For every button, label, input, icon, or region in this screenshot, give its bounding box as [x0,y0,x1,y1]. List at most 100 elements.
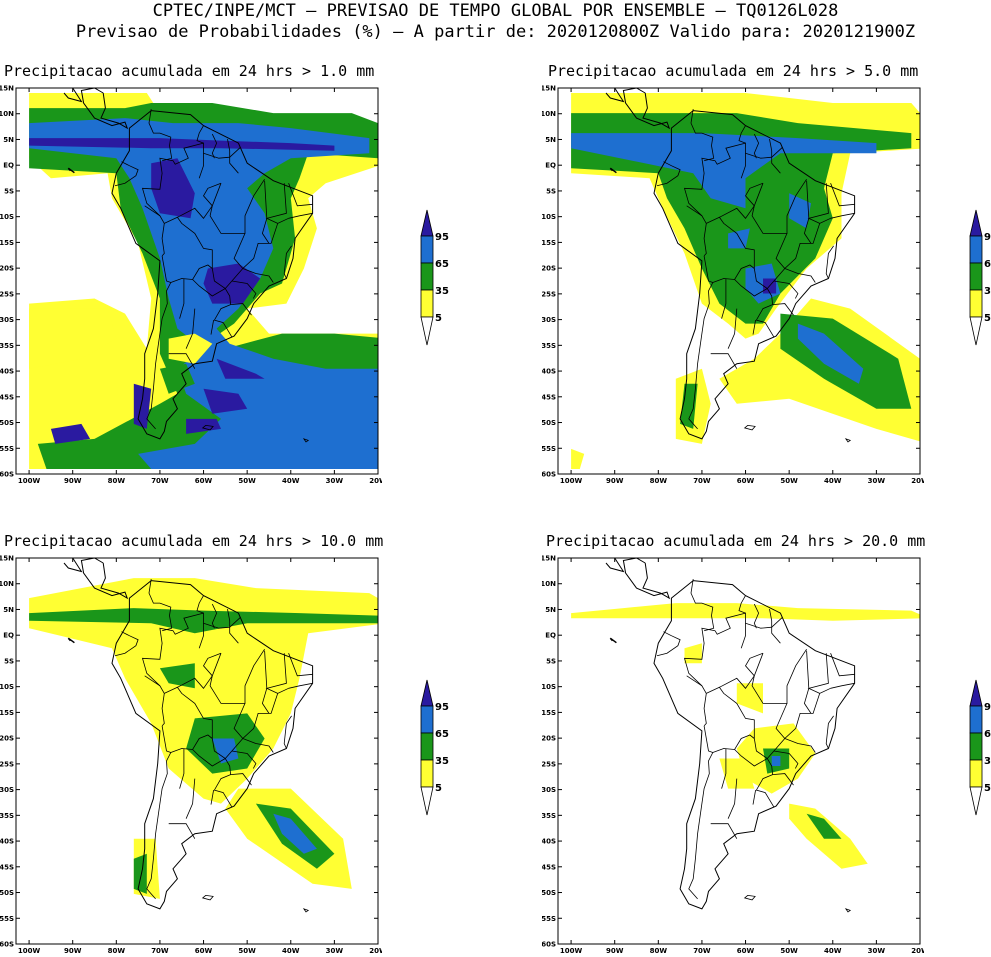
lat-label: EQ [545,162,556,170]
border-line [703,223,707,257]
lat-label: 5S [4,657,14,665]
border-line [227,609,231,628]
legend-swatch-5-35 [420,759,434,788]
lon-label: 70W [151,947,169,955]
border-line [209,648,265,704]
lon-label: 40W [824,477,842,485]
probability-area-p35_65 [806,813,842,839]
lat-label: 10S [0,683,14,691]
border-line [706,216,775,338]
border-line [690,579,715,632]
lat-label: 40S [0,838,14,846]
probability-area-p5_35 [29,578,378,804]
border-line [230,773,252,786]
legend-label: 5 [984,313,991,324]
lat-label: 20S [0,735,14,743]
probability-area-p65_95 [771,756,781,766]
border-line [185,778,196,819]
border-line [177,205,213,219]
island-outline [201,424,214,431]
border-line [683,612,783,694]
lat-label: 55S [0,445,14,453]
color-legend-4: 95 65 35 5 [969,679,991,816]
central-america-outline [80,88,129,130]
lat-label: 5N [3,136,14,144]
lat-label: 15S [0,239,14,247]
border-line [773,280,799,299]
border-line [288,653,313,677]
legend-swatch-35-65 [969,262,983,291]
lon-label: 100W [18,947,41,955]
border-line [803,180,812,244]
border-line [211,603,218,629]
border-line [830,183,855,207]
lon-label: 20W [369,477,382,485]
border-line [177,675,213,689]
border-line [745,182,764,207]
lon-label: 100W [560,477,583,485]
lat-label: 30S [0,786,14,794]
lat-label: 5N [545,136,556,144]
probability-area-p65_95 [745,263,781,304]
color-legend-3: 95 65 35 5 [420,679,449,816]
lat-label: 15S [542,709,556,717]
border-line [769,609,773,628]
border-line [261,180,270,244]
border-line [288,183,313,207]
border-line [168,353,196,369]
border-line [721,278,727,319]
panel-title-1: Precipitacao acumulada em 24 hrs > 1.0 m… [4,62,375,80]
lon-label: 80W [650,947,668,955]
lat-label: 55S [0,915,14,923]
lat-label: EQ [545,632,556,640]
border-line [148,109,173,162]
island-outline [67,637,75,644]
border-line [752,790,756,805]
border-line [164,686,233,808]
central-america-outline [80,558,129,600]
border-line [114,161,139,187]
border-line [242,217,289,283]
island-outline [201,894,214,901]
probability-area-p65_95 [797,323,864,384]
border-line [771,627,781,644]
central-america-outline [605,558,625,573]
lon-label: 30W [868,947,886,955]
island-outline [844,438,852,443]
lat-label: 35S [0,342,14,350]
lon-label: 40W [282,947,300,955]
island-outline [844,908,852,913]
lat-label: 25S [0,760,14,768]
lon-label: 70W [151,477,169,485]
border-line [161,223,165,257]
lat-label: 5S [546,657,556,665]
border-line [690,109,715,162]
continent-outline [653,580,856,910]
border-line [211,133,218,159]
border-line [210,320,214,335]
lon-label: 60W [195,947,213,955]
lon-label: 80W [108,477,126,485]
border-line [114,631,139,657]
lat-label: 10N [542,110,556,118]
map-frame [15,87,379,475]
continent-outline [111,580,314,910]
border-line [210,790,214,805]
border-line [710,353,738,369]
border-line [179,748,185,789]
border-line [230,303,252,316]
probability-area-p65_95 [571,133,877,209]
border-line [738,125,746,144]
border-line [719,205,755,219]
border-line [686,205,703,217]
border-line [688,255,714,430]
border-line [227,139,231,158]
lon-label: 60W [195,477,213,485]
lon-label: 30W [868,477,886,485]
legend-label: 95 [435,702,449,713]
lon-label: 30W [326,477,344,485]
probability-area-p65_95 [212,738,239,764]
border-line [807,653,829,694]
border-line [196,595,204,614]
lat-label: 45S [542,863,556,871]
